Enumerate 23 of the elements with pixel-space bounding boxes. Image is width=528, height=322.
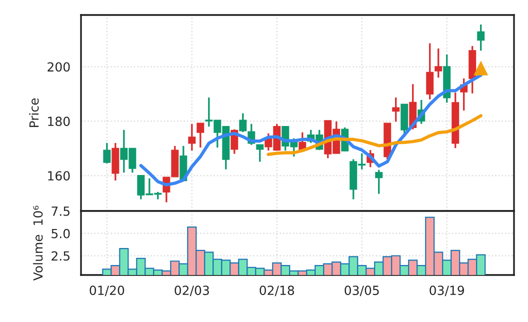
- candlestick: [196, 122, 204, 148]
- y-tick-label: 2.5: [52, 251, 70, 261]
- candlestick: [256, 144, 264, 163]
- candlestick: [392, 96, 400, 123]
- x-tick-label: 02/18: [260, 286, 294, 296]
- y-tick-label: 180: [48, 116, 70, 126]
- x-tick-label: 02/03: [174, 286, 209, 296]
- y-tick-label: 160: [48, 171, 70, 181]
- candlestick: [477, 24, 485, 52]
- line-series: [266, 114, 482, 156]
- candlestick: [103, 142, 111, 164]
- y-tick-label: 7.5: [52, 206, 70, 216]
- candlestick: [188, 123, 196, 152]
- x-tick-label: 01/20: [90, 286, 124, 296]
- x-tick-label: 03/05: [344, 286, 379, 296]
- y-tick-label: 5.0: [52, 228, 70, 238]
- candlestick: [434, 48, 442, 78]
- candlestick: [426, 42, 434, 100]
- y-tick-label: 200: [48, 62, 70, 72]
- candlestick: [375, 169, 383, 195]
- y-axis-title: Volume 10⁶: [33, 206, 43, 281]
- y-axis-title: Price: [29, 98, 39, 128]
- x-tick-label: 03/19: [430, 286, 464, 296]
